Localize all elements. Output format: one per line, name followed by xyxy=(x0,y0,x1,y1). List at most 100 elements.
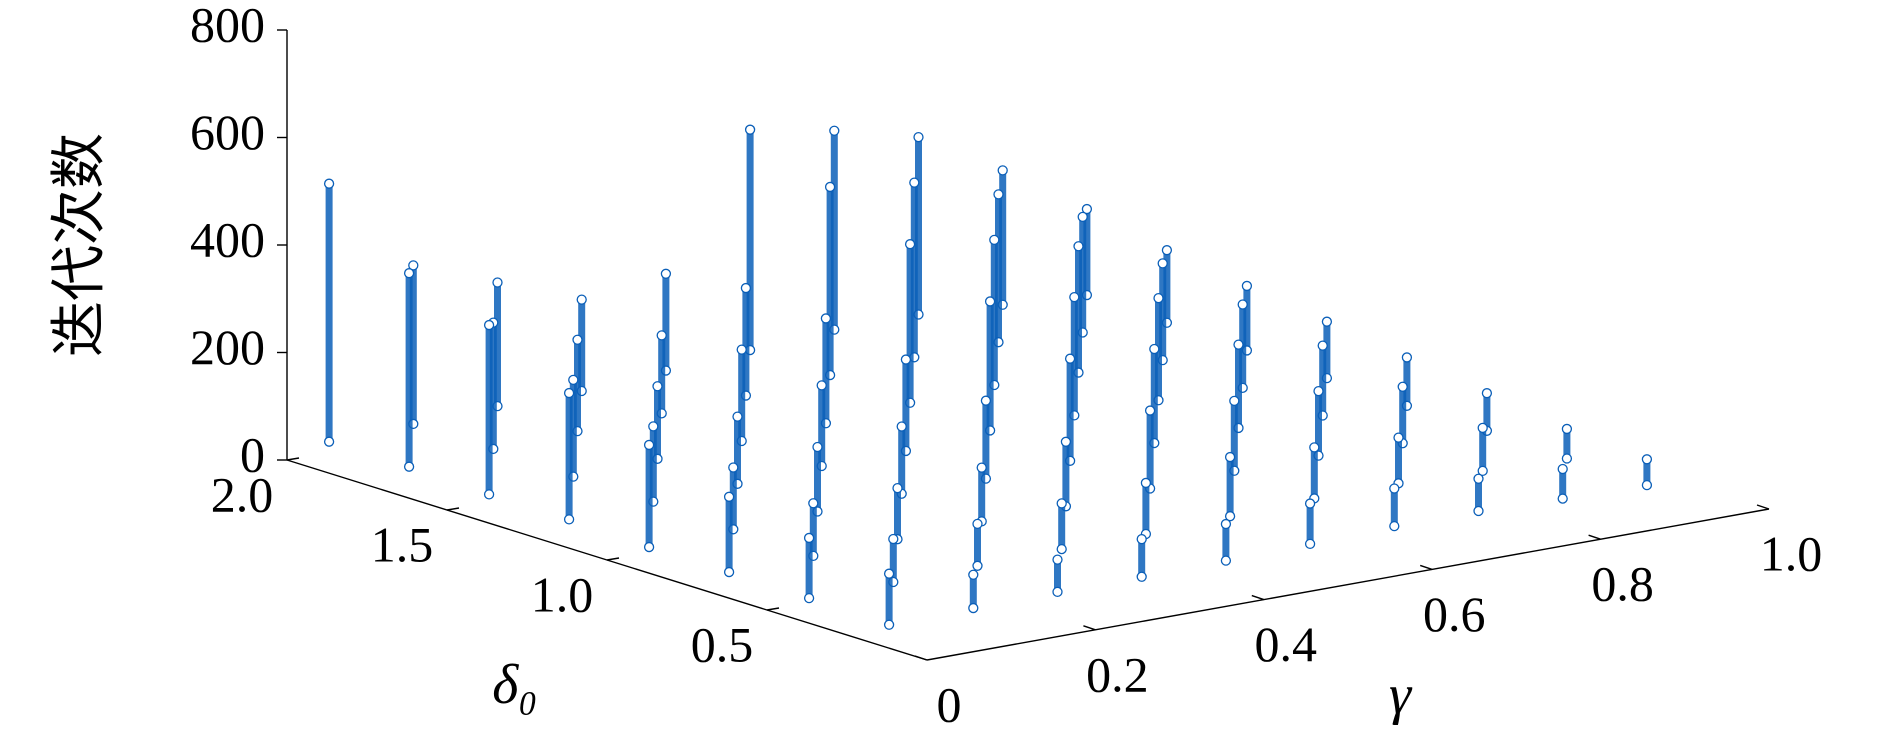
point xyxy=(1393,432,1404,443)
point xyxy=(1389,520,1400,532)
point xyxy=(1321,316,1333,327)
z-tick-label: 400 xyxy=(190,211,265,267)
x-tick-label: 1.0 xyxy=(1760,525,1823,581)
point xyxy=(572,334,583,345)
point xyxy=(900,354,912,365)
point xyxy=(1561,423,1573,435)
point xyxy=(913,131,924,143)
point xyxy=(976,462,987,473)
point xyxy=(1224,511,1236,522)
x-tick xyxy=(1083,625,1096,631)
point xyxy=(1473,505,1484,517)
point xyxy=(1149,343,1160,355)
point xyxy=(1153,292,1164,304)
point xyxy=(1220,518,1232,530)
point xyxy=(652,381,663,392)
point xyxy=(1073,241,1084,252)
point xyxy=(483,489,495,500)
y-tick xyxy=(606,557,620,561)
point xyxy=(1060,436,1072,447)
point xyxy=(408,260,419,271)
point xyxy=(723,491,735,502)
point xyxy=(492,277,503,288)
point xyxy=(660,268,672,279)
point xyxy=(723,566,735,578)
point xyxy=(1056,543,1067,555)
point xyxy=(984,296,996,307)
y-tick xyxy=(446,507,460,511)
point xyxy=(1229,395,1240,407)
point xyxy=(904,239,916,250)
z-tick-label: 600 xyxy=(190,104,265,160)
point xyxy=(816,380,827,391)
point xyxy=(568,374,579,386)
y-tick xyxy=(766,607,780,611)
point xyxy=(1064,353,1076,364)
point xyxy=(1641,479,1653,491)
point xyxy=(972,560,983,571)
point xyxy=(1557,463,1568,475)
point xyxy=(1304,498,1316,509)
z-axis-label: 迭代次数 xyxy=(49,133,111,357)
point xyxy=(643,541,655,553)
point xyxy=(1397,381,1408,392)
point xyxy=(980,395,992,406)
point xyxy=(1309,442,1320,453)
point xyxy=(1161,245,1173,256)
point xyxy=(1557,493,1568,504)
point xyxy=(1069,291,1080,303)
point xyxy=(483,319,495,331)
x-tick xyxy=(1756,504,1770,510)
y-axis-label: δ₀ xyxy=(492,654,538,716)
point xyxy=(892,482,903,494)
point xyxy=(403,268,415,279)
point xyxy=(1140,477,1152,489)
point xyxy=(824,181,836,193)
point xyxy=(323,178,335,189)
point xyxy=(1224,451,1236,463)
z-tick-label: 0 xyxy=(240,426,265,482)
point xyxy=(1081,203,1093,215)
point xyxy=(1317,340,1328,351)
point xyxy=(803,593,815,604)
x-axis-line xyxy=(926,508,1770,661)
point xyxy=(1473,473,1484,484)
x-tick-label: 0.4 xyxy=(1255,616,1318,672)
point xyxy=(1052,586,1063,598)
point xyxy=(883,568,895,579)
point xyxy=(1237,299,1248,310)
point xyxy=(972,518,983,530)
point xyxy=(1077,211,1088,223)
point xyxy=(997,165,1008,176)
point xyxy=(1136,534,1147,545)
point xyxy=(643,439,655,451)
point xyxy=(323,436,335,447)
z-tick-label: 800 xyxy=(190,0,265,52)
point xyxy=(1144,405,1156,416)
y-tick xyxy=(286,457,300,461)
point xyxy=(1389,483,1400,494)
x-tick-label: 0.2 xyxy=(1086,646,1149,702)
z-tick-label: 200 xyxy=(190,319,265,375)
x-axis-label: γ xyxy=(1389,664,1413,726)
point xyxy=(896,421,907,432)
point xyxy=(1136,571,1147,582)
point xyxy=(744,124,756,135)
point xyxy=(883,619,895,630)
y-tick-label: 1.5 xyxy=(371,516,434,572)
x-tick xyxy=(1251,594,1265,601)
point xyxy=(1481,388,1493,399)
x-tick-label: 0.6 xyxy=(1423,586,1486,642)
point xyxy=(563,514,575,525)
point xyxy=(820,313,832,324)
x-tick xyxy=(914,655,928,661)
point xyxy=(968,602,979,614)
point xyxy=(888,533,899,545)
x-tick-label: 0 xyxy=(937,676,962,732)
point xyxy=(1313,385,1324,397)
point xyxy=(1233,339,1244,350)
point xyxy=(1401,352,1413,363)
x-tick-label: 0.8 xyxy=(1591,556,1654,612)
point xyxy=(1241,280,1253,292)
y-tick-label: 1.0 xyxy=(531,566,594,622)
